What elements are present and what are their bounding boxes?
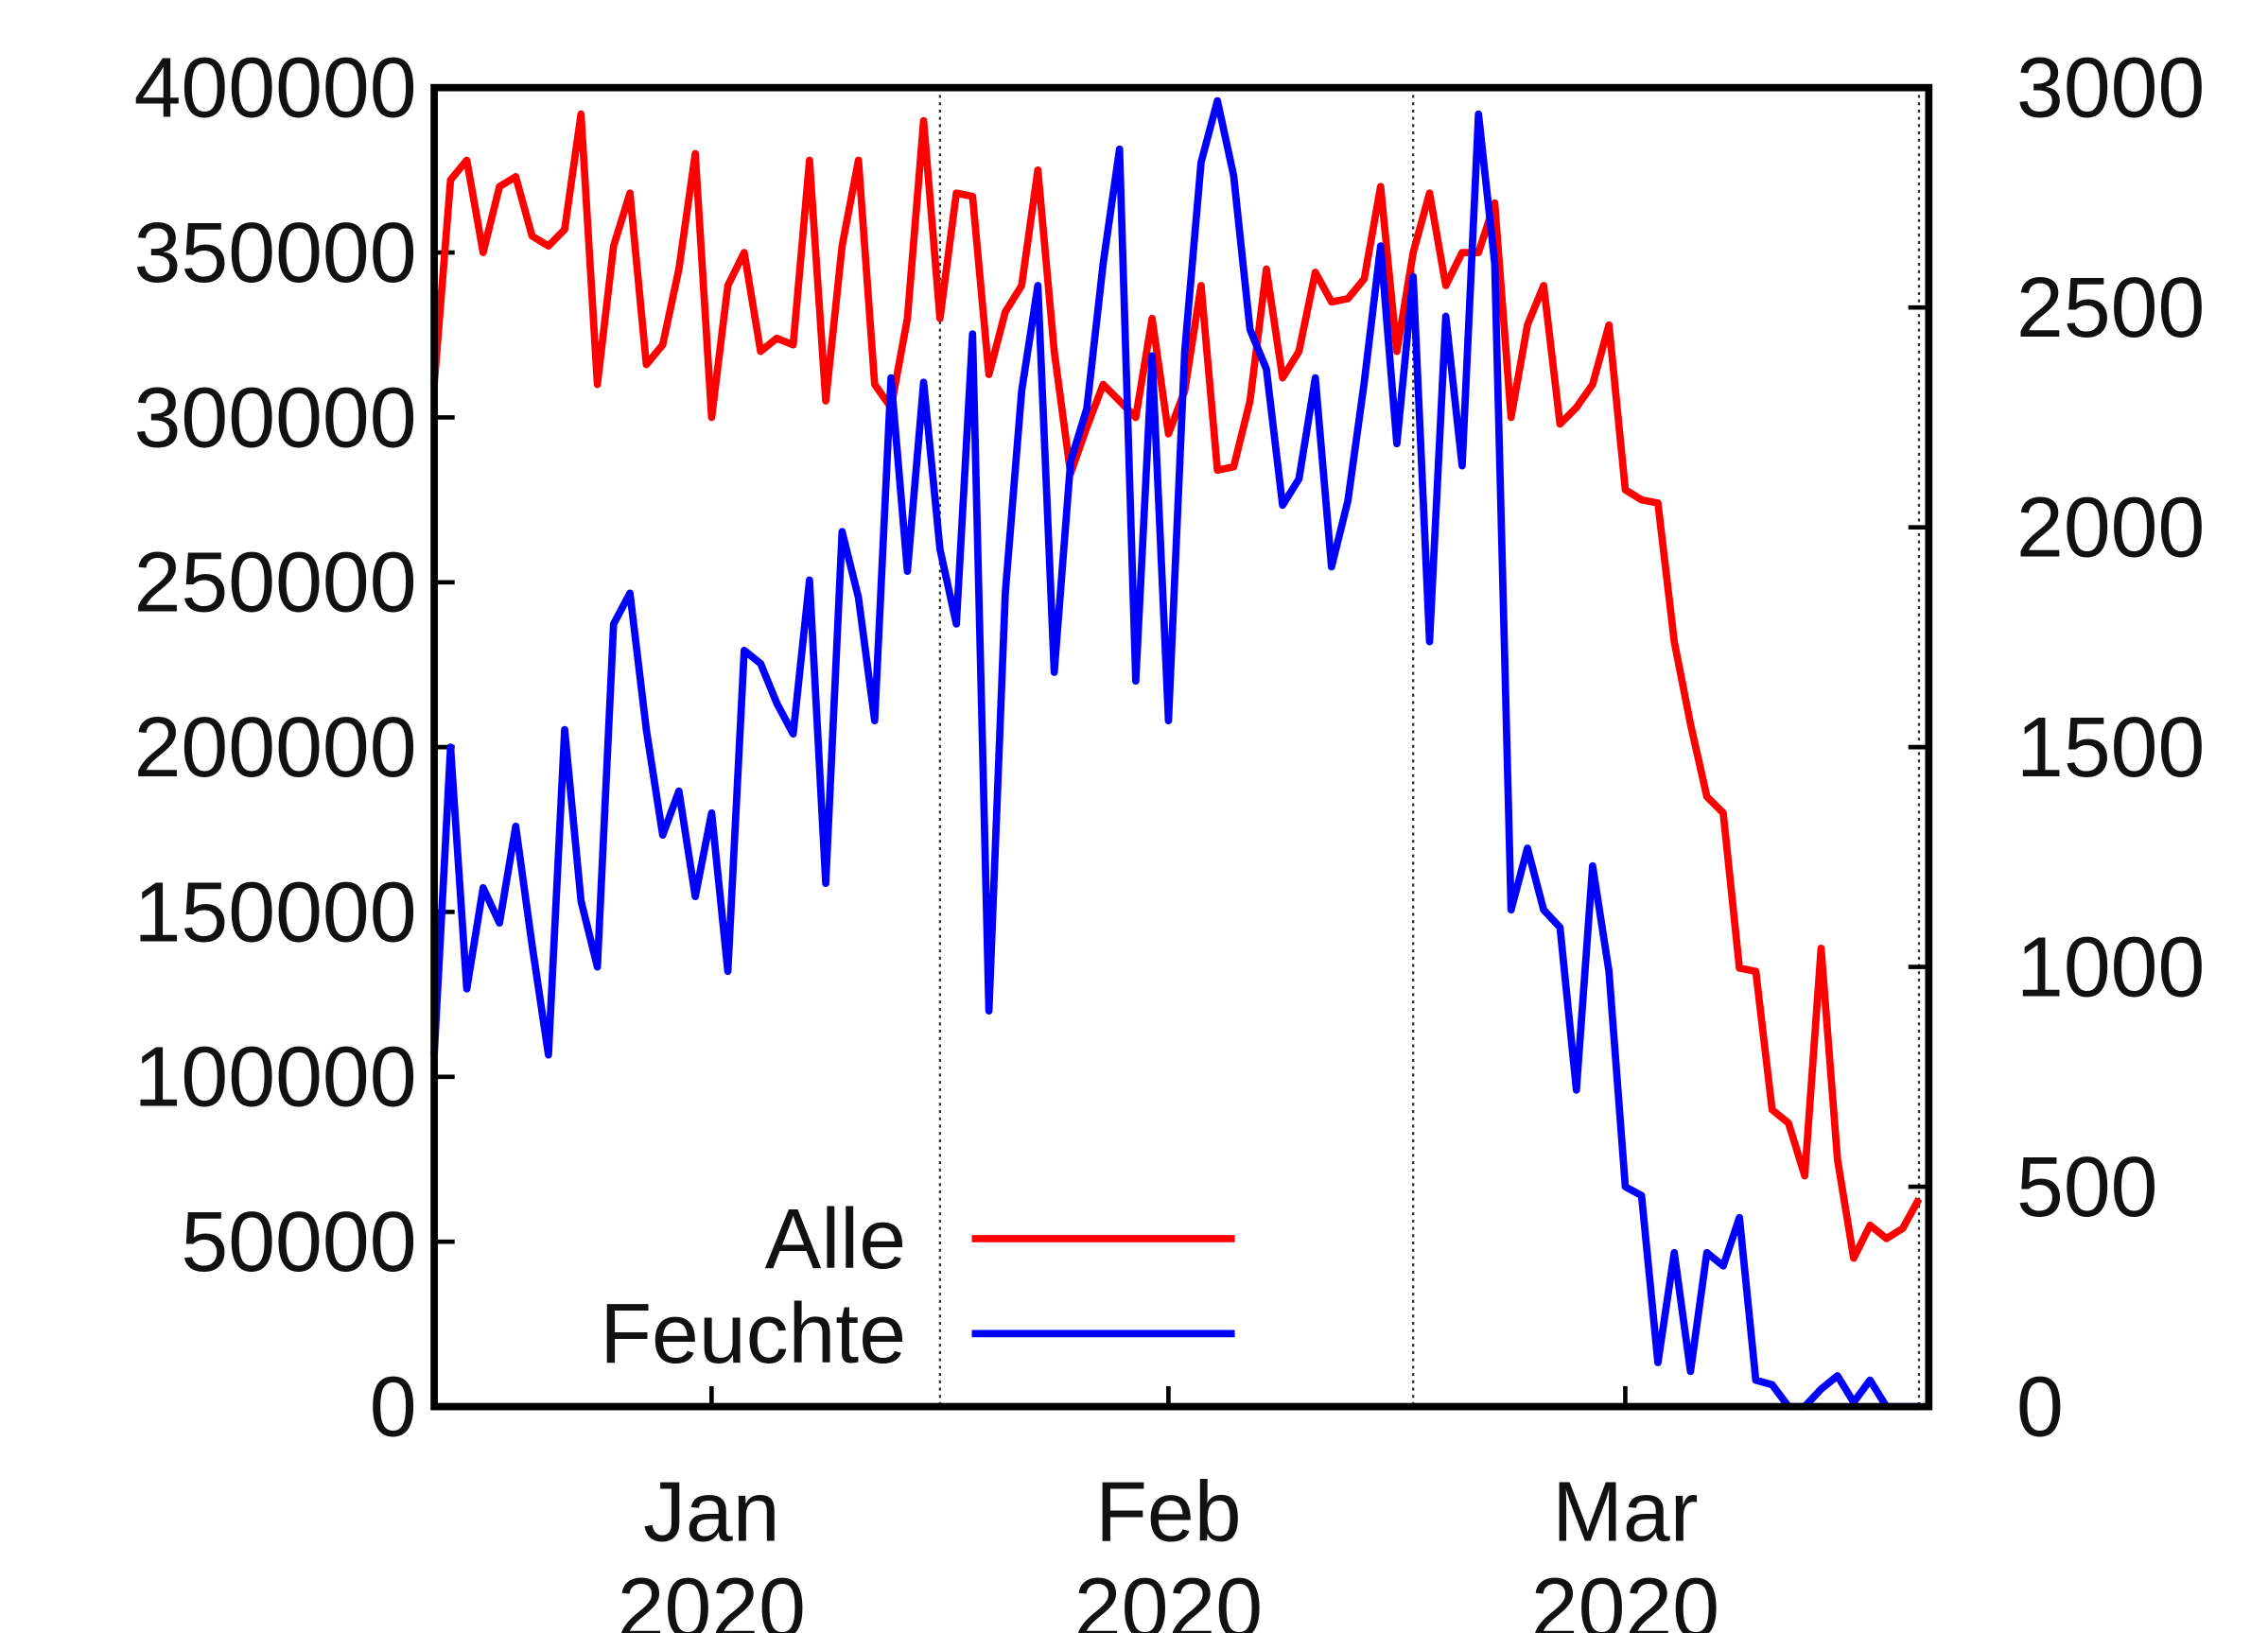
y-tick-label: 250000 [134, 535, 417, 630]
y2-tick-label: 500 [2016, 1139, 2157, 1234]
y2-tick-label: 1500 [2016, 700, 2205, 794]
series-line [430, 110, 1923, 1262]
y2-tick-label: 2500 [2016, 260, 2205, 355]
y-tick-label: 350000 [134, 205, 417, 300]
y-tick-label: 400000 [134, 41, 417, 135]
x-tick-label: Feb 2020 [1074, 1465, 1263, 1633]
y-tick-label: 50000 [181, 1194, 416, 1289]
y2-tick-label: 1000 [2016, 920, 2205, 1015]
x-tick-label: Jan 2020 [618, 1465, 806, 1633]
x-tick-label: Mar 2020 [1531, 1465, 1719, 1633]
y2-tick-label: 0 [2016, 1359, 2064, 1453]
y-tick-label: 150000 [134, 864, 417, 959]
y-tick-label: 0 [370, 1359, 417, 1453]
y-tick-label: 100000 [134, 1030, 417, 1124]
y2-tick-label: 3000 [2016, 41, 2205, 135]
plot-frame [430, 83, 1933, 1411]
y-tick-label: 300000 [134, 370, 417, 464]
y2-tick-label: 2000 [2016, 480, 2205, 575]
legend-label: Feuchte [600, 1286, 906, 1381]
series-line [430, 96, 1919, 1411]
y-tick-label: 200000 [134, 700, 417, 794]
legend-label: Alle [765, 1191, 906, 1286]
